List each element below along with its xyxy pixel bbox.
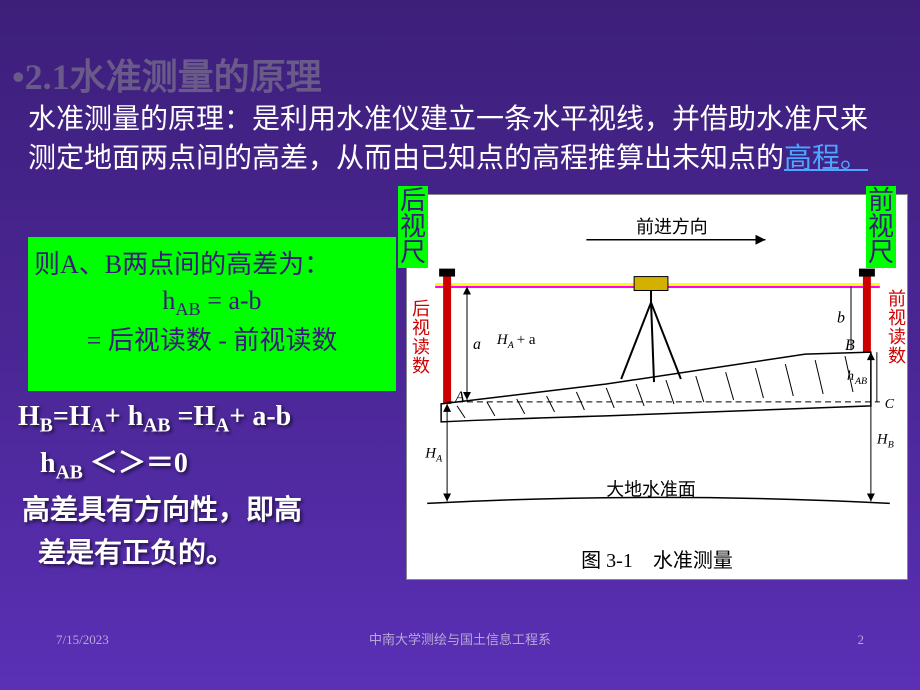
svg-text:b: b [837,309,845,326]
formula-highlight-box: 则A、B两点间的高差为： hAB = a-b = 后视读数 - 前视读数 [28,237,396,391]
svg-text:A: A [507,340,515,351]
svg-text:h: h [847,369,854,384]
back-reading-label: 后视读数 [412,300,432,376]
forward-label: 前进方向 [636,217,708,237]
principle-paragraph: 水准测量的原理：是利用水准仪建立一条水平视线，并借助水准尺来测定地面两点间的高差… [28,100,893,178]
formula-line2: hAB ＜＞＝0 [40,442,396,489]
svg-text:B: B [845,337,855,354]
formula-line3: 高差具有方向性，即高 [22,489,396,532]
formula-block: HB=HA+ hAB =HA+ a-b hAB ＜＞＝0 高差具有方向性，即高 … [16,395,396,576]
elevation-link[interactable]: 高程。 [784,143,868,174]
svg-text:C: C [885,397,895,412]
svg-text:a: a [473,336,481,353]
leveling-diagram: 前进方向 [406,194,908,580]
greenbox-line2: hAB = a-b [34,283,390,323]
greenbox-line1: 则A、B两点间的高差为： [34,247,390,283]
front-reading-label: 前视读数 [888,290,908,366]
formula-line4: 差是有正负的。 [38,532,396,575]
svg-text:B: B [888,440,894,451]
slide-title: •2.1水准测量的原理 [12,48,322,100]
back-rod-label: 后视尺 [398,186,428,268]
svg-text:A: A [435,454,443,465]
footer-page: 2 [858,632,865,648]
svg-text:AB: AB [854,376,867,387]
front-rod-label: 前视尺 [866,186,896,268]
greenbox-line3: = 后视读数 - 前视读数 [34,323,390,359]
diagram-caption: 图 3-1 水准测量 [407,544,907,573]
formula-line1: HB=HA+ hAB =HA+ a-b [18,395,396,442]
svg-text:+ a: + a [517,332,536,348]
paragraph-text: 水准测量的原理：是利用水准仪建立一条水平视线，并借助水准尺来测定地面两点间的高差… [28,104,868,174]
svg-text:A: A [454,389,465,406]
footer-center: 中南大学测绘与国土信息工程系 [0,629,920,648]
datum-label: 大地水准面 [606,479,695,499]
